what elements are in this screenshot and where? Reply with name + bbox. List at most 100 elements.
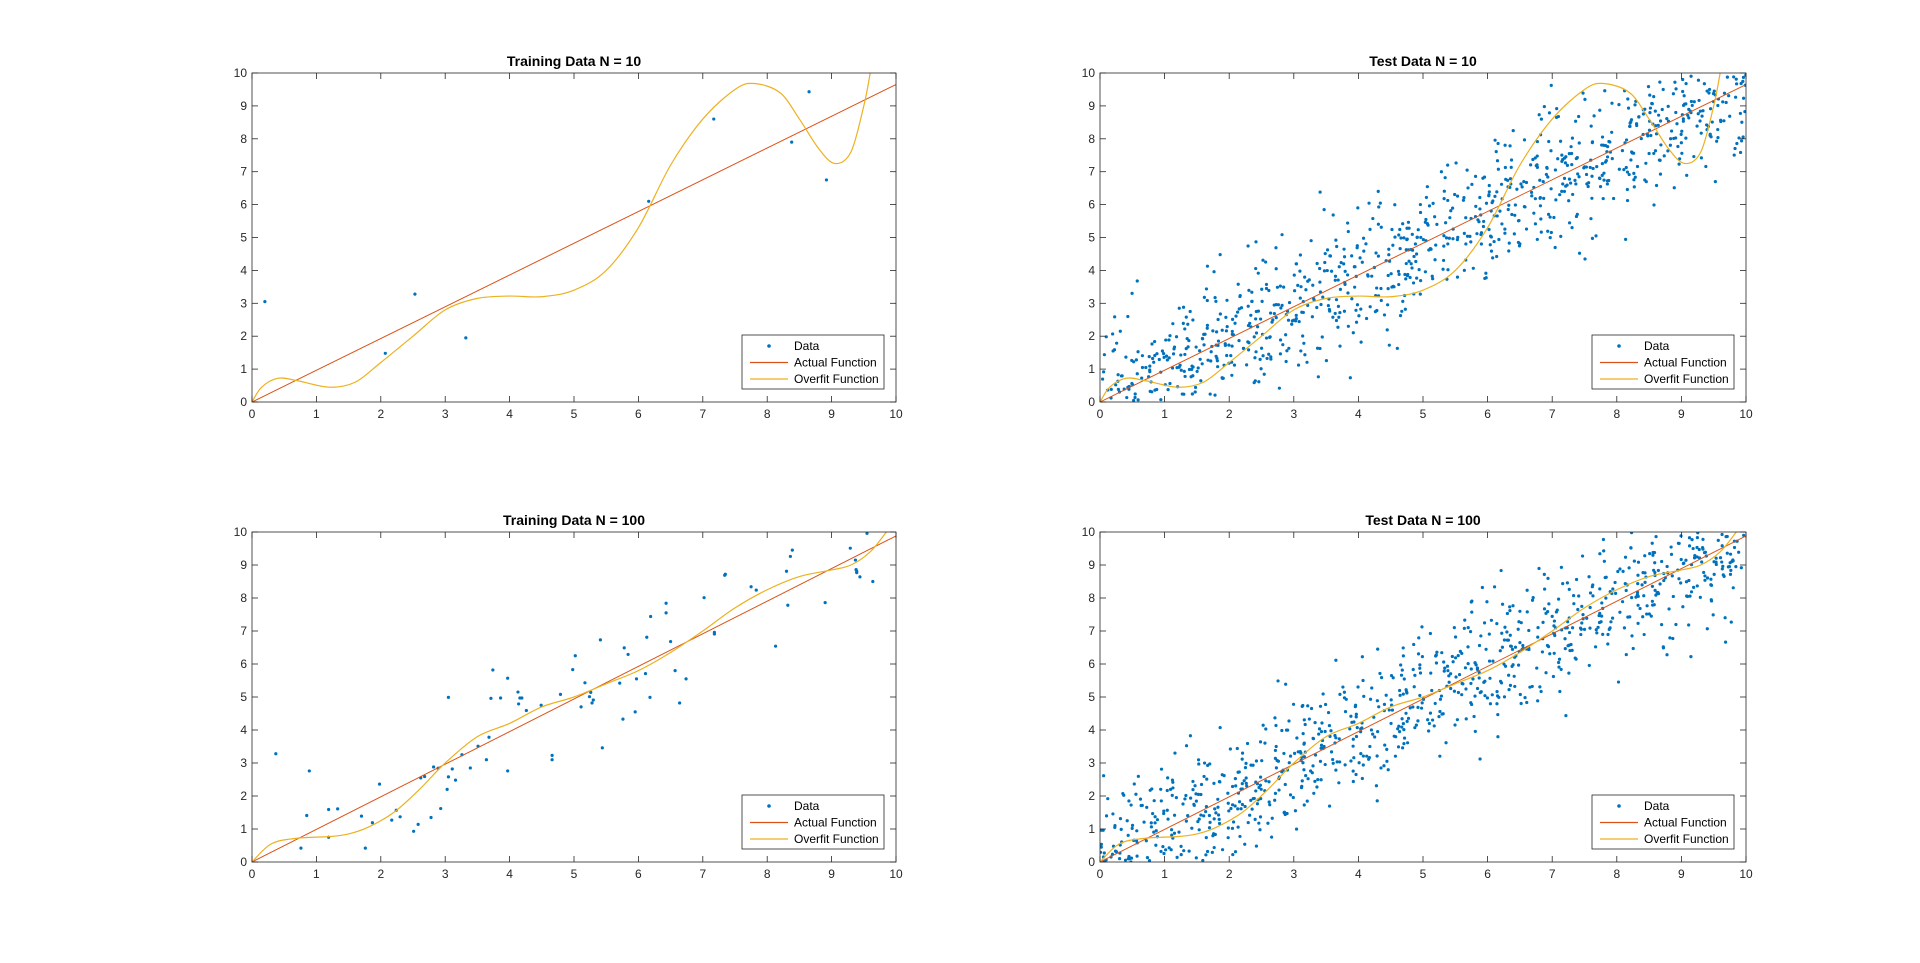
data-point — [1518, 692, 1522, 697]
data-point — [1466, 662, 1470, 666]
data-point — [1316, 777, 1320, 782]
data-point — [1490, 693, 1494, 697]
data-point — [1283, 782, 1287, 787]
data-point — [1503, 231, 1507, 235]
data-point — [413, 292, 417, 296]
data-point — [1720, 544, 1724, 548]
data-point — [1249, 798, 1253, 802]
data-point — [1654, 535, 1658, 539]
data-point — [1681, 89, 1685, 94]
data-point — [1306, 777, 1310, 781]
data-point — [1273, 791, 1278, 795]
data-point — [1605, 182, 1609, 186]
data-point — [1561, 182, 1565, 186]
data-point — [1210, 850, 1214, 854]
data-point — [1208, 392, 1212, 396]
data-point — [1658, 119, 1663, 123]
data-point — [1111, 349, 1115, 353]
data-point — [1478, 195, 1482, 200]
data-point — [1600, 135, 1605, 139]
data-point — [1450, 654, 1454, 659]
data-point — [1342, 690, 1347, 694]
data-point — [1303, 722, 1307, 727]
data-point — [1302, 742, 1306, 746]
data-point — [1323, 729, 1327, 734]
data-point — [1193, 784, 1197, 788]
data-point — [1331, 213, 1335, 217]
data-point — [1445, 664, 1450, 668]
data-point — [1121, 791, 1125, 796]
data-point — [1215, 330, 1219, 334]
data-point — [1196, 819, 1200, 824]
data-point — [1405, 238, 1409, 242]
data-point — [1295, 736, 1299, 740]
data-point — [1302, 768, 1306, 772]
data-point — [1145, 856, 1150, 860]
data-point — [1495, 159, 1500, 163]
data-point — [1714, 556, 1718, 560]
data-point — [1236, 770, 1240, 774]
data-point — [1136, 398, 1140, 402]
data-point — [1253, 356, 1257, 360]
data-point — [1427, 248, 1431, 252]
data-point — [1590, 236, 1595, 240]
data-point — [1549, 230, 1553, 235]
data-point — [1465, 234, 1470, 238]
data-point — [1353, 705, 1357, 709]
data-point — [1665, 116, 1669, 121]
data-point — [1352, 265, 1356, 269]
data-point — [1602, 549, 1606, 553]
data-point — [1233, 804, 1237, 808]
data-point — [790, 140, 794, 144]
data-point — [1442, 669, 1446, 673]
data-point — [1267, 288, 1271, 293]
data-point — [1285, 811, 1289, 816]
data-point — [1273, 748, 1278, 753]
data-point — [1681, 605, 1685, 609]
data-point — [484, 758, 489, 762]
data-point — [1326, 304, 1330, 308]
data-point — [1728, 561, 1732, 565]
data-point — [1346, 229, 1350, 234]
data-point — [1523, 205, 1527, 209]
data-point — [1433, 258, 1437, 262]
data-point — [1608, 140, 1612, 144]
data-point — [1726, 565, 1730, 569]
data-point — [1577, 251, 1582, 255]
data-point — [1692, 585, 1696, 589]
data-point — [1264, 286, 1269, 291]
data-point — [1274, 316, 1278, 320]
data-point — [1382, 313, 1387, 317]
x-tick-label: 5 — [571, 407, 578, 421]
data-point — [848, 546, 852, 550]
data-point — [1629, 120, 1633, 124]
data-point — [1728, 114, 1732, 118]
data-point — [1271, 318, 1275, 322]
data-point — [1684, 136, 1688, 140]
plot-content — [1100, 73, 1746, 402]
data-point — [1155, 352, 1159, 356]
data-point — [1417, 636, 1421, 640]
data-point — [1489, 249, 1494, 253]
legend-label: Actual Function — [794, 816, 877, 830]
data-point — [1685, 173, 1689, 177]
data-point — [1159, 799, 1163, 803]
data-point — [1372, 715, 1376, 719]
data-point — [1291, 795, 1295, 800]
data-point — [1329, 729, 1333, 733]
data-point — [1306, 704, 1310, 708]
data-point — [1322, 744, 1326, 749]
data-point — [1648, 552, 1652, 556]
data-point — [1418, 693, 1422, 698]
data-point — [1220, 848, 1225, 852]
data-point — [1449, 672, 1453, 676]
data-point — [1159, 787, 1163, 791]
data-point — [1187, 849, 1191, 853]
data-point — [1513, 203, 1518, 207]
data-point — [1549, 149, 1553, 153]
data-point — [1275, 758, 1279, 763]
data-point — [1389, 272, 1393, 276]
data-point — [1570, 626, 1575, 630]
data-point — [1362, 249, 1366, 253]
